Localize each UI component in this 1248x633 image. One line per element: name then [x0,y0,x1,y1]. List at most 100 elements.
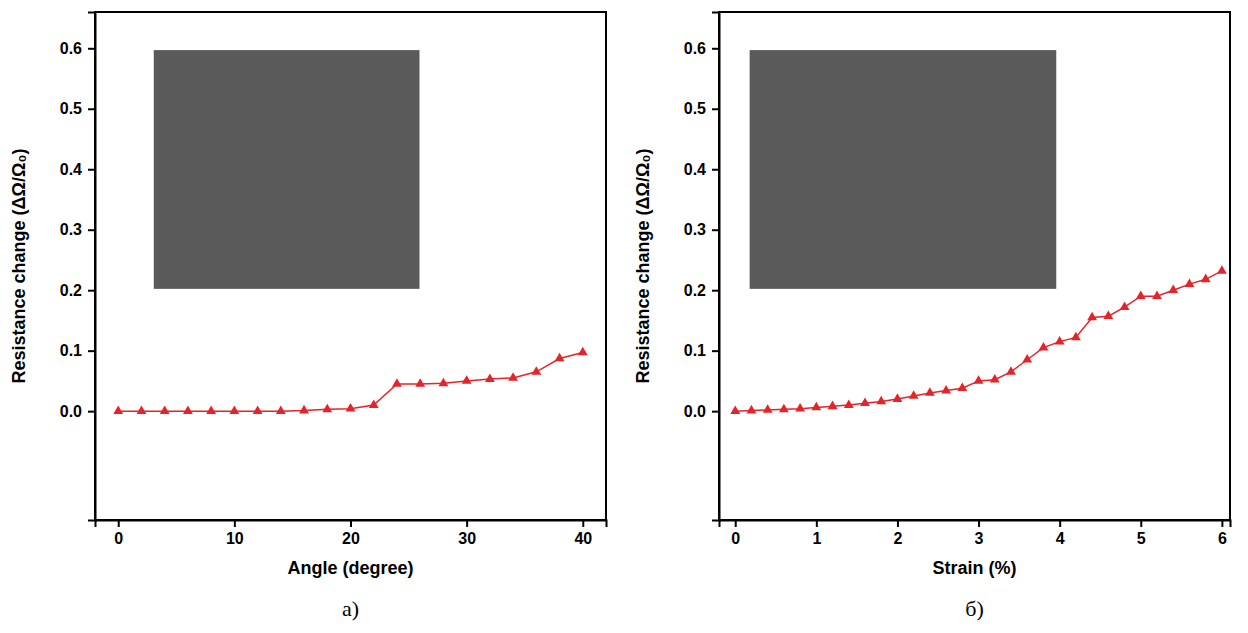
plot-frame [95,12,606,520]
data-point [1168,285,1178,294]
data-point [730,405,740,414]
inset-photo [750,50,1057,289]
data-point [876,396,886,405]
x-axis-title: Strain (%) [932,558,1016,578]
data-point [763,404,773,413]
y-tick-label: 0.1 [60,342,82,359]
data-point [555,353,565,362]
data-point [860,398,870,407]
y-tick-label: 0.2 [60,282,82,299]
figure: 0102030400.00.10.20.30.40.50.6Angle (deg… [0,0,1248,633]
data-point [1055,336,1065,345]
y-tick-label: 0.4 [684,161,706,178]
y-tick-mark [88,169,95,171]
y-tick: 0.6 [684,40,719,57]
data-point [1071,332,1081,341]
x-axis: 010203040 [96,520,607,547]
data-point [795,403,805,412]
data-point [957,382,967,391]
data-point [893,393,903,402]
data-point [369,399,379,408]
data-point [1006,366,1016,375]
x-tick-mark [118,520,120,527]
data-point [206,405,216,414]
x-tick-mark [582,520,584,527]
data-point [415,378,425,387]
data-point [1103,311,1113,320]
y-tick-mark [712,290,719,292]
x-tick: 1 [812,520,821,547]
data-point [1185,278,1195,287]
y-tick-label: 0.6 [60,40,82,57]
x-tick: 0 [731,520,740,547]
x-tick: 5 [1137,520,1146,547]
x-tick-mark [978,520,980,527]
y-axis: 0.00.10.20.30.40.50.6 [684,13,720,521]
data-point [322,404,332,413]
data-point [253,405,263,414]
data-line [735,271,1222,411]
x-tick-label: 0 [731,530,740,547]
x-tick: 10 [226,520,244,547]
y-axis-title: Resistance change (ΔΩ/Ω₀) [9,149,29,384]
x-tick: 20 [342,520,360,547]
x-tick: 4 [1056,520,1065,547]
x-axis-line [96,521,607,528]
data-point [1152,291,1162,300]
y-tick: 0.4 [684,161,719,178]
y-tick-mark [712,169,719,171]
x-tick: 0 [114,520,123,547]
y-tick-mark [88,350,95,352]
inset-photo [154,50,420,289]
data-point [438,378,448,387]
panel: 0102030400.00.10.20.30.40.50.6Angle (deg… [9,12,607,621]
data-point [1201,274,1211,283]
data-point [113,405,123,414]
panel-caption: а) [342,596,359,621]
data-point [974,375,984,384]
data-point [160,405,170,414]
x-tick: 2 [893,520,902,547]
y-tick: 0.0 [684,403,719,420]
data-point [346,403,356,412]
x-axis: 0123456 [720,520,1231,547]
x-tick-label: 6 [1218,530,1227,547]
data-point [925,387,935,396]
data-point [1022,354,1032,363]
x-tick-label: 1 [812,530,821,547]
y-tick-label: 0.6 [684,40,706,57]
y-tick-mark [88,229,95,231]
y-tick-mark [712,229,719,231]
y-axis-title: Resistance change (ΔΩ/Ω₀) [633,149,653,384]
y-tick: 0.2 [684,282,719,299]
x-tick-mark [466,520,468,527]
data-point [909,390,919,399]
data-point [1039,342,1049,351]
panel: 01234560.00.10.20.30.40.50.6Strain (%)Re… [633,12,1231,621]
panel-caption: б) [965,596,984,621]
data-point [229,405,239,414]
x-tick-mark [735,520,737,527]
x-tick-label: 0 [114,530,123,547]
x-tick-label: 2 [893,530,902,547]
y-axis-line [88,13,96,521]
x-tick-label: 5 [1137,530,1146,547]
data-line [118,352,583,411]
y-tick: 0.5 [684,100,719,117]
y-tick-label: 0.5 [684,100,706,117]
data-point [485,373,495,382]
y-tick-label: 0.0 [60,403,82,420]
y-tick: 0.1 [684,342,719,359]
data-point [462,375,472,384]
x-tick-mark [1140,520,1142,527]
x-tick-mark [350,520,352,527]
y-tick-label: 0.0 [684,403,706,420]
y-tick-label: 0.4 [60,161,82,178]
data-point [941,385,951,394]
x-tick-mark [1059,520,1061,527]
data-point [508,372,518,381]
y-tick-label: 0.3 [60,221,82,238]
data-point [844,399,854,408]
y-tick-mark [712,108,719,110]
data-point [531,366,541,375]
